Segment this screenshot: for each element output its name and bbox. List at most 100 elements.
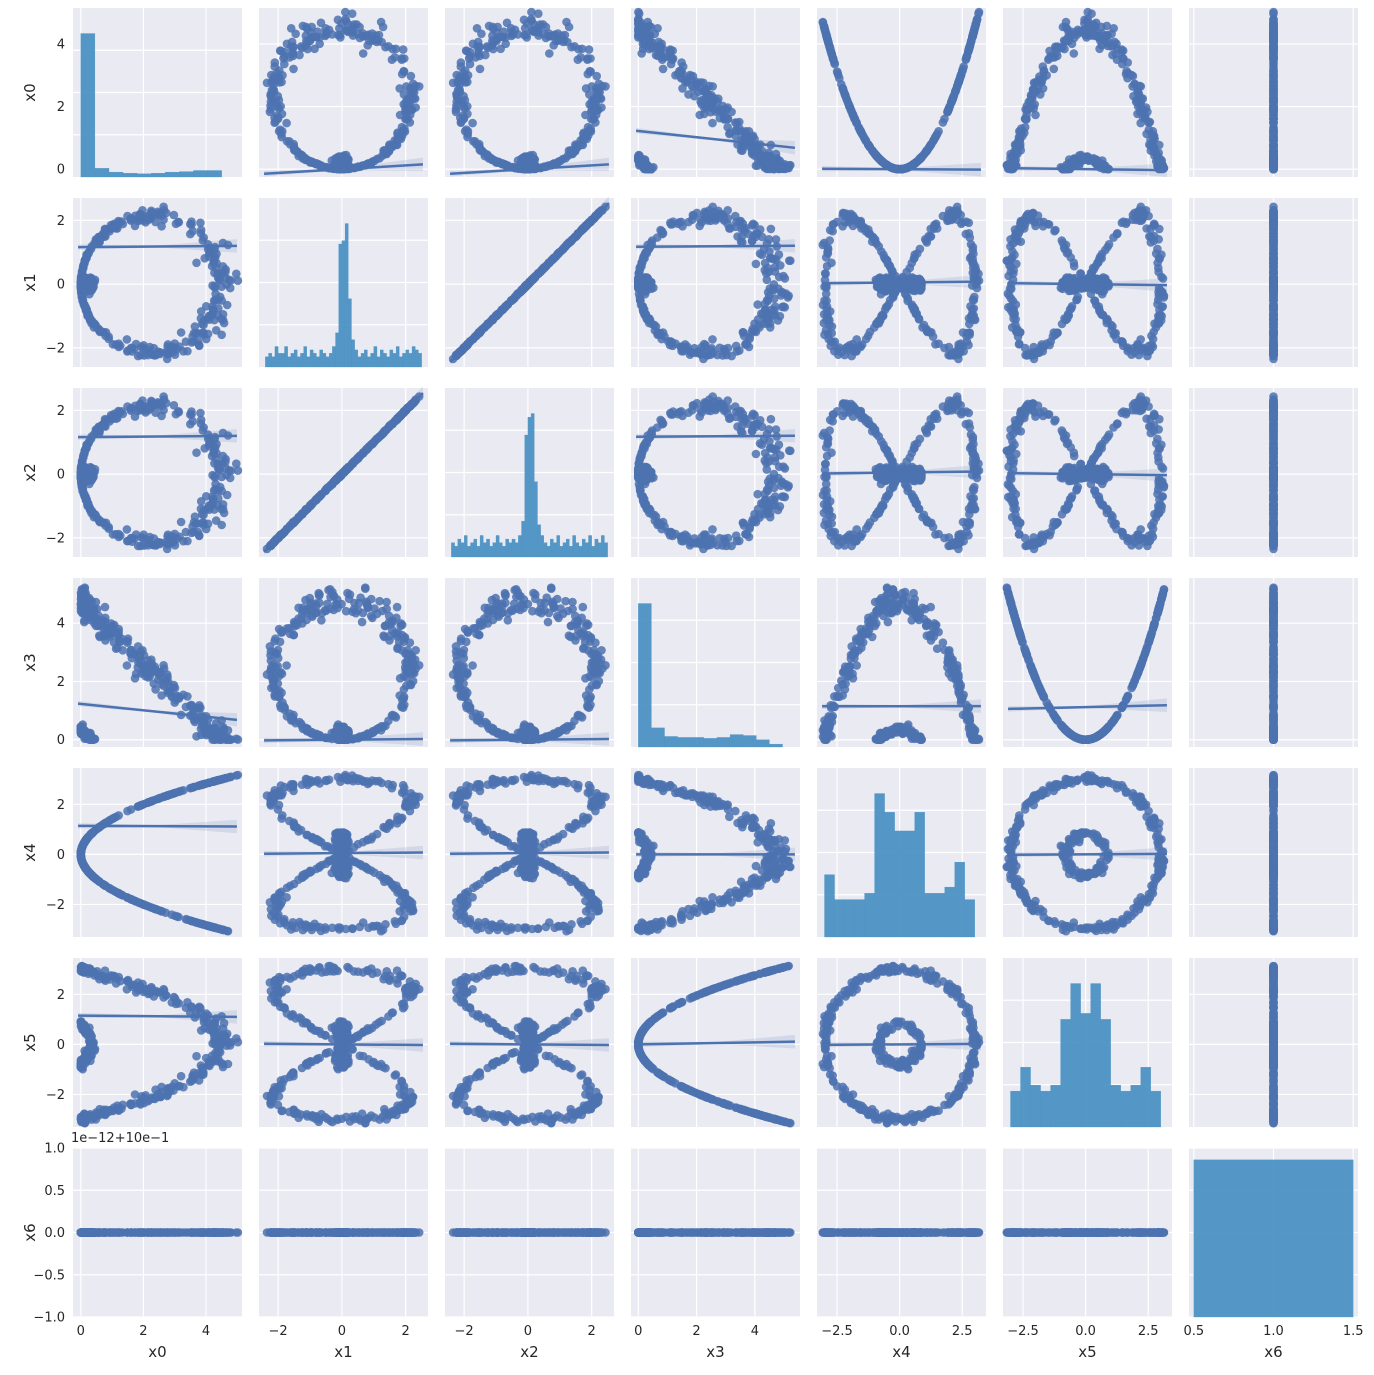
scatter-point bbox=[225, 283, 235, 293]
scatter-point bbox=[912, 249, 922, 258]
scatter-point bbox=[189, 337, 199, 346]
scatter-point bbox=[209, 258, 218, 267]
scatter-point bbox=[586, 124, 595, 133]
scatter-point bbox=[1038, 84, 1048, 93]
scatter-point bbox=[718, 211, 728, 221]
scatter-point bbox=[549, 41, 558, 50]
scatter-point bbox=[1269, 15, 1278, 25]
hist-bar bbox=[274, 346, 279, 368]
scatter-point bbox=[1122, 218, 1131, 227]
hist-bar bbox=[108, 171, 124, 178]
scatter-point bbox=[948, 207, 958, 217]
scatter-point bbox=[468, 118, 477, 128]
scatter-point bbox=[1153, 299, 1162, 309]
scatter-point bbox=[846, 105, 856, 115]
scatter-point bbox=[656, 225, 665, 235]
scatter-point bbox=[1151, 249, 1161, 258]
y-tick-label: 2 bbox=[57, 214, 65, 229]
scatter-point bbox=[1026, 96, 1035, 105]
scatter-point bbox=[677, 73, 687, 83]
scatter-point bbox=[527, 7, 536, 17]
panel-x0-vs-x3 bbox=[631, 7, 800, 177]
scatter-point bbox=[499, 27, 509, 36]
scatter-point bbox=[887, 265, 896, 275]
scatter-point bbox=[84, 249, 93, 258]
scatter-point bbox=[564, 146, 574, 155]
scatter-point bbox=[210, 281, 220, 291]
scatter-point bbox=[584, 45, 594, 54]
scatter-point bbox=[903, 294, 913, 303]
scatter-point bbox=[634, 15, 643, 25]
hist-bar bbox=[418, 353, 422, 368]
scatter-point bbox=[311, 159, 321, 169]
scatter-point bbox=[958, 218, 967, 227]
scatter-point bbox=[592, 83, 601, 93]
scatter-point bbox=[700, 342, 709, 352]
scatter-point bbox=[333, 15, 343, 25]
scatter-point bbox=[291, 29, 301, 39]
hist-bar bbox=[380, 349, 384, 368]
hist-bar bbox=[354, 349, 358, 368]
scatter-point bbox=[645, 36, 654, 45]
hist-bar bbox=[265, 356, 269, 368]
scatter-point bbox=[196, 218, 205, 228]
hist-bar bbox=[399, 356, 403, 368]
scatter-point bbox=[352, 20, 361, 29]
hist-bar bbox=[411, 346, 416, 368]
scatter-point bbox=[583, 55, 592, 64]
scatter-point bbox=[289, 64, 298, 74]
scatter-point bbox=[379, 146, 388, 155]
scatter-point bbox=[1097, 253, 1106, 263]
scatter-point bbox=[784, 291, 793, 301]
hist-bar bbox=[179, 171, 194, 178]
scatter-point bbox=[1097, 41, 1106, 50]
panel-x0-vs-x2 bbox=[445, 7, 614, 177]
scatter-point bbox=[884, 299, 894, 309]
scatter-point bbox=[211, 295, 220, 305]
scatter-point bbox=[872, 319, 881, 329]
scatter-point bbox=[1269, 164, 1278, 174]
scatter-point bbox=[1107, 29, 1116, 39]
scatter-point bbox=[397, 131, 407, 141]
hist-bar bbox=[402, 353, 406, 368]
scatter-point bbox=[678, 84, 687, 93]
scatter-point bbox=[1044, 55, 1053, 64]
scatter-point bbox=[297, 43, 307, 53]
hist-bar bbox=[367, 356, 371, 368]
hist-bar bbox=[319, 349, 323, 368]
regression-line bbox=[78, 244, 237, 249]
scatter-point bbox=[824, 334, 833, 344]
hist-bar bbox=[376, 356, 381, 368]
scatter-point bbox=[390, 53, 400, 62]
scatter-point bbox=[887, 163, 896, 172]
scatter-point bbox=[1154, 263, 1163, 273]
scatter-point bbox=[703, 350, 712, 360]
scatter-point bbox=[1012, 146, 1022, 155]
y-tick-label: 4 bbox=[57, 37, 65, 52]
scatter-point bbox=[368, 157, 377, 166]
scatter-point bbox=[677, 58, 686, 67]
hist-bar bbox=[80, 33, 96, 178]
scatter-point bbox=[1134, 350, 1144, 360]
y-axis-label: x1 bbox=[21, 273, 39, 291]
scatter-point bbox=[1072, 30, 1082, 39]
scatter-point bbox=[266, 105, 276, 114]
scatter-point bbox=[1039, 342, 1048, 352]
scatter-point bbox=[378, 22, 388, 32]
scatter-point bbox=[1039, 73, 1048, 83]
scatter-point bbox=[751, 259, 761, 269]
hist-bar bbox=[386, 356, 390, 368]
scatter-point bbox=[780, 274, 790, 283]
scatter-point bbox=[545, 49, 554, 58]
scatter-point bbox=[553, 29, 563, 38]
scatter-point bbox=[358, 49, 368, 58]
panel-x0-vs-x5 bbox=[1002, 7, 1172, 177]
scatter-point bbox=[1053, 328, 1062, 338]
y-tick-label: 0 bbox=[57, 278, 65, 293]
regression-line bbox=[822, 280, 981, 285]
scatter-point bbox=[1112, 334, 1121, 344]
scatter-point bbox=[1097, 274, 1107, 284]
scatter-point bbox=[1269, 114, 1278, 124]
panel-x1-vs-x4 bbox=[817, 198, 986, 367]
scatter-point bbox=[966, 240, 976, 249]
